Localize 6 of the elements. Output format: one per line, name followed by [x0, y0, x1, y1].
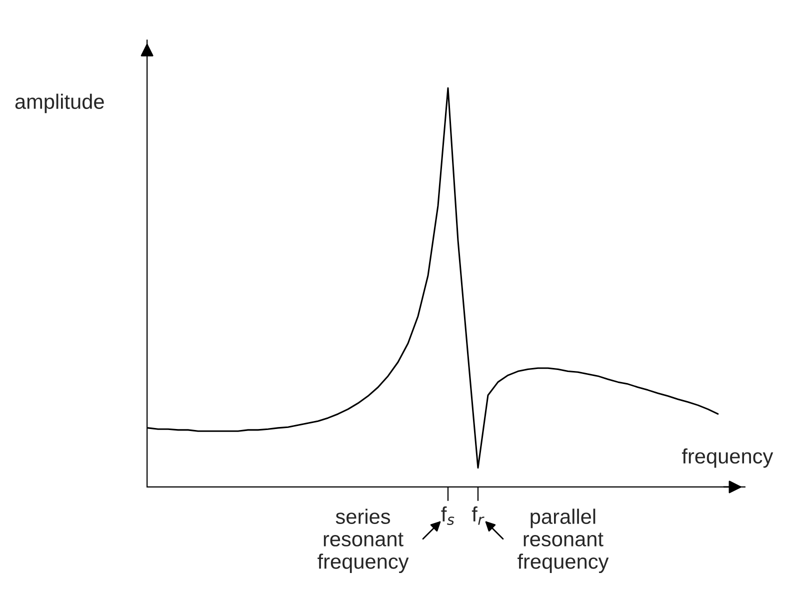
x-tick-label: f$_{r}$	[472, 506, 484, 525]
text: parallel resonant frequency	[518, 508, 609, 573]
x-tick-label: f$_{s}$	[441, 506, 454, 526]
y-axis-title: amplitude	[15, 94, 104, 114]
x-axis-title: frequency	[682, 448, 774, 468]
text: series resonant frequency	[318, 508, 409, 573]
